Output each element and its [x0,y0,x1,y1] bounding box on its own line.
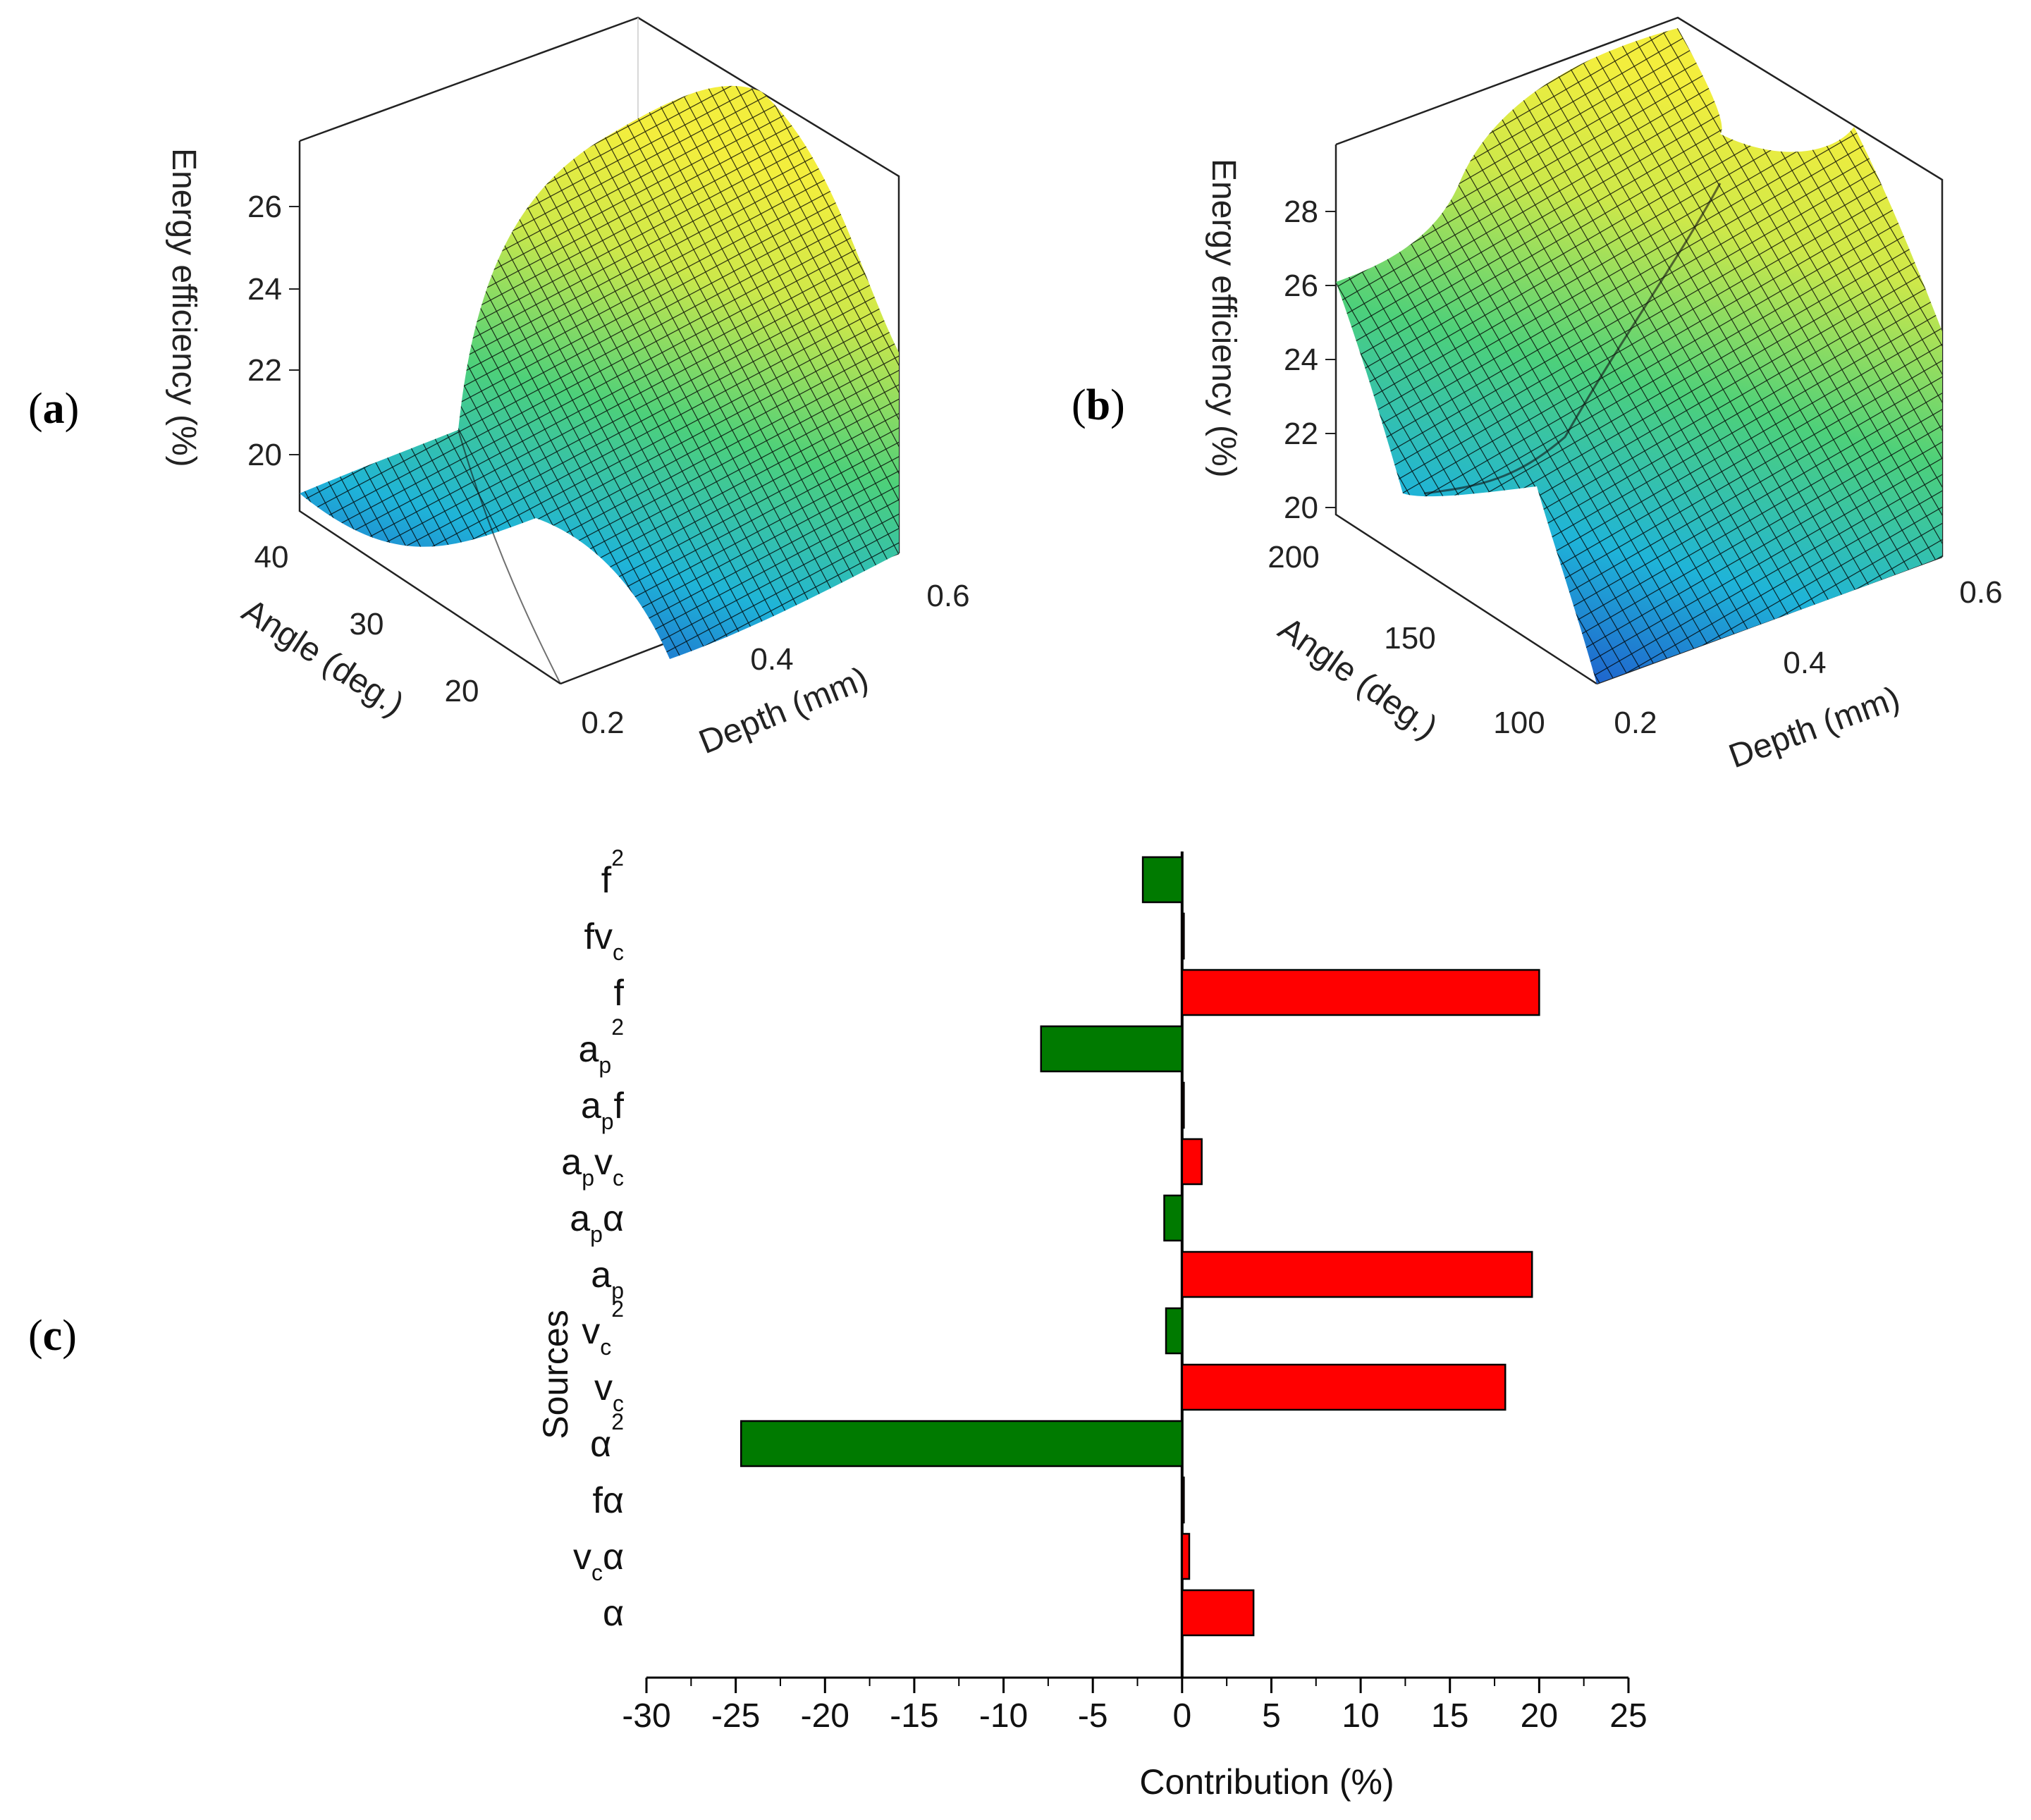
panel-b-label: (b) [1072,381,1125,429]
x-tick-label-11: 25 [1609,1697,1647,1735]
panel-b-surface-valley [1423,183,1722,495]
bar-2 [1181,969,1540,1016]
panel-b-x-axis-title: Depth (mm) [1724,680,1905,775]
panel-a-z-tick-label-3: 26 [247,190,282,224]
bar-4 [1181,1081,1185,1129]
bar-9 [1181,1363,1507,1411]
panel-b: (b) 20 22 24 26 28 Energy efficiency (%) [1072,16,2003,775]
panel-a-surface-front-edge [458,429,561,684]
panel-b-y-tick-label-0: 100 [1493,706,1545,740]
panel-a-y-tick-label-1: 30 [350,607,384,641]
panel-a-surface-mesh [300,85,899,660]
bar-1 [1181,912,1185,960]
panel-a-z-tick-label-2: 24 [247,272,282,307]
source-label-5: apvc [561,1142,624,1191]
source-label-9: vc [594,1367,624,1416]
panel-a-x-tick-label-0: 0.2 [581,706,624,740]
panel-a-z-tick-label-0: 20 [247,438,282,472]
x-tick-label-6: 0 [1172,1697,1191,1735]
x-tick-label-0: -30 [622,1697,670,1735]
bar-3 [1040,1025,1184,1073]
x-tick-label-1: -25 [711,1697,760,1735]
x-tick-label-4: -10 [979,1697,1028,1735]
panel-c-label: (c) [28,1312,77,1360]
bar-13 [1181,1589,1255,1637]
x-tick-label-3: -15 [890,1697,938,1735]
panel-b-x-tick-label-2: 0.6 [1959,575,2002,610]
panel-b-y-tick-label-1: 150 [1384,621,1435,656]
panel-a-y-axis-title: Angle (deg.) [235,592,410,724]
panel-c-y-axis-title: Sources [536,1310,575,1439]
panel-a-z-axis-title: Energy efficiency (%) [165,148,202,467]
panel-a-box-left [298,141,561,685]
bar-5 [1181,1138,1203,1186]
panel-b-z-tick-label-1: 22 [1284,417,1318,451]
bar-8 [1165,1307,1184,1355]
panel-a-y-tick-label-0: 20 [445,674,479,708]
x-tick-label-10: 20 [1521,1697,1558,1735]
source-label-4: apf [581,1086,625,1134]
source-label-8: vc2 [582,1296,624,1360]
panel-b-z-ticks [1325,211,1336,508]
source-label-2: f [614,973,625,1014]
panel-a-label: (a) [28,385,79,433]
x-tick-label-5: -5 [1078,1697,1108,1735]
source-label-3: ap2 [578,1014,624,1078]
panel-b-x-tick-label-0: 0.2 [1614,706,1657,740]
panel-b-z-tick-label-3: 26 [1284,269,1318,303]
bar-10 [740,1420,1184,1468]
x-tick-label-9: 15 [1431,1697,1468,1735]
panel-c-x-axis: -30 -25 -20 -15 -10 -5 0 5 10 15 20 25 [622,1676,1647,1735]
panel-b-z-axis-title: Energy efficiency (%) [1205,159,1242,478]
source-label-12: vcα [573,1537,624,1585]
panel-b-box-left [1334,145,1597,685]
panel-b-letter: b [1086,381,1110,429]
panel-a-y-tick-label-2: 40 [254,540,289,574]
panel-b-z-tick-label-2: 24 [1284,343,1318,377]
panel-a-z-ticks [289,206,300,455]
x-tick-label-2: -20 [801,1697,849,1735]
panel-a-surface [300,85,899,684]
panel-b-y-tick-label-2: 200 [1268,540,1319,574]
bar-12 [1181,1532,1191,1580]
source-label-6: apα [570,1198,624,1247]
bar-7 [1181,1250,1533,1298]
panel-b-z-tick-label-0: 20 [1284,491,1318,525]
bar-6 [1163,1194,1184,1242]
panel-a-x-tick-label-1: 0.4 [750,642,793,677]
source-label-13: α [603,1593,624,1634]
panel-b-surface-mesh [1336,28,1942,684]
source-label-0: f2 [601,845,624,901]
panel-a: (a) 20 22 24 26 Energy efficiency (%) [28,16,970,761]
panel-a-x-tick-label-2: 0.6 [926,579,969,613]
panel-a-letter: a [43,385,65,433]
bar-0 [1141,856,1184,904]
panel-c-x-axis-title: Contribution (%) [1139,1762,1394,1802]
panel-c-bars [740,851,1540,1678]
panel-b-x-tick-label-1: 0.4 [1783,646,1826,680]
x-tick-label-8: 10 [1342,1697,1379,1735]
source-label-11: fα [592,1480,624,1521]
panel-b-z-tick-label-4: 28 [1284,195,1318,229]
source-label-7: ap [591,1255,624,1303]
x-tick-label-7: 5 [1262,1697,1281,1735]
source-label-1: fvc [584,916,624,965]
source-label-10: α2 [590,1409,624,1465]
panel-a-z-tick-label-1: 22 [247,353,282,388]
panel-b-surface [1336,28,1942,684]
panel-c-letter: c [43,1312,63,1360]
bar-11 [1181,1476,1185,1524]
